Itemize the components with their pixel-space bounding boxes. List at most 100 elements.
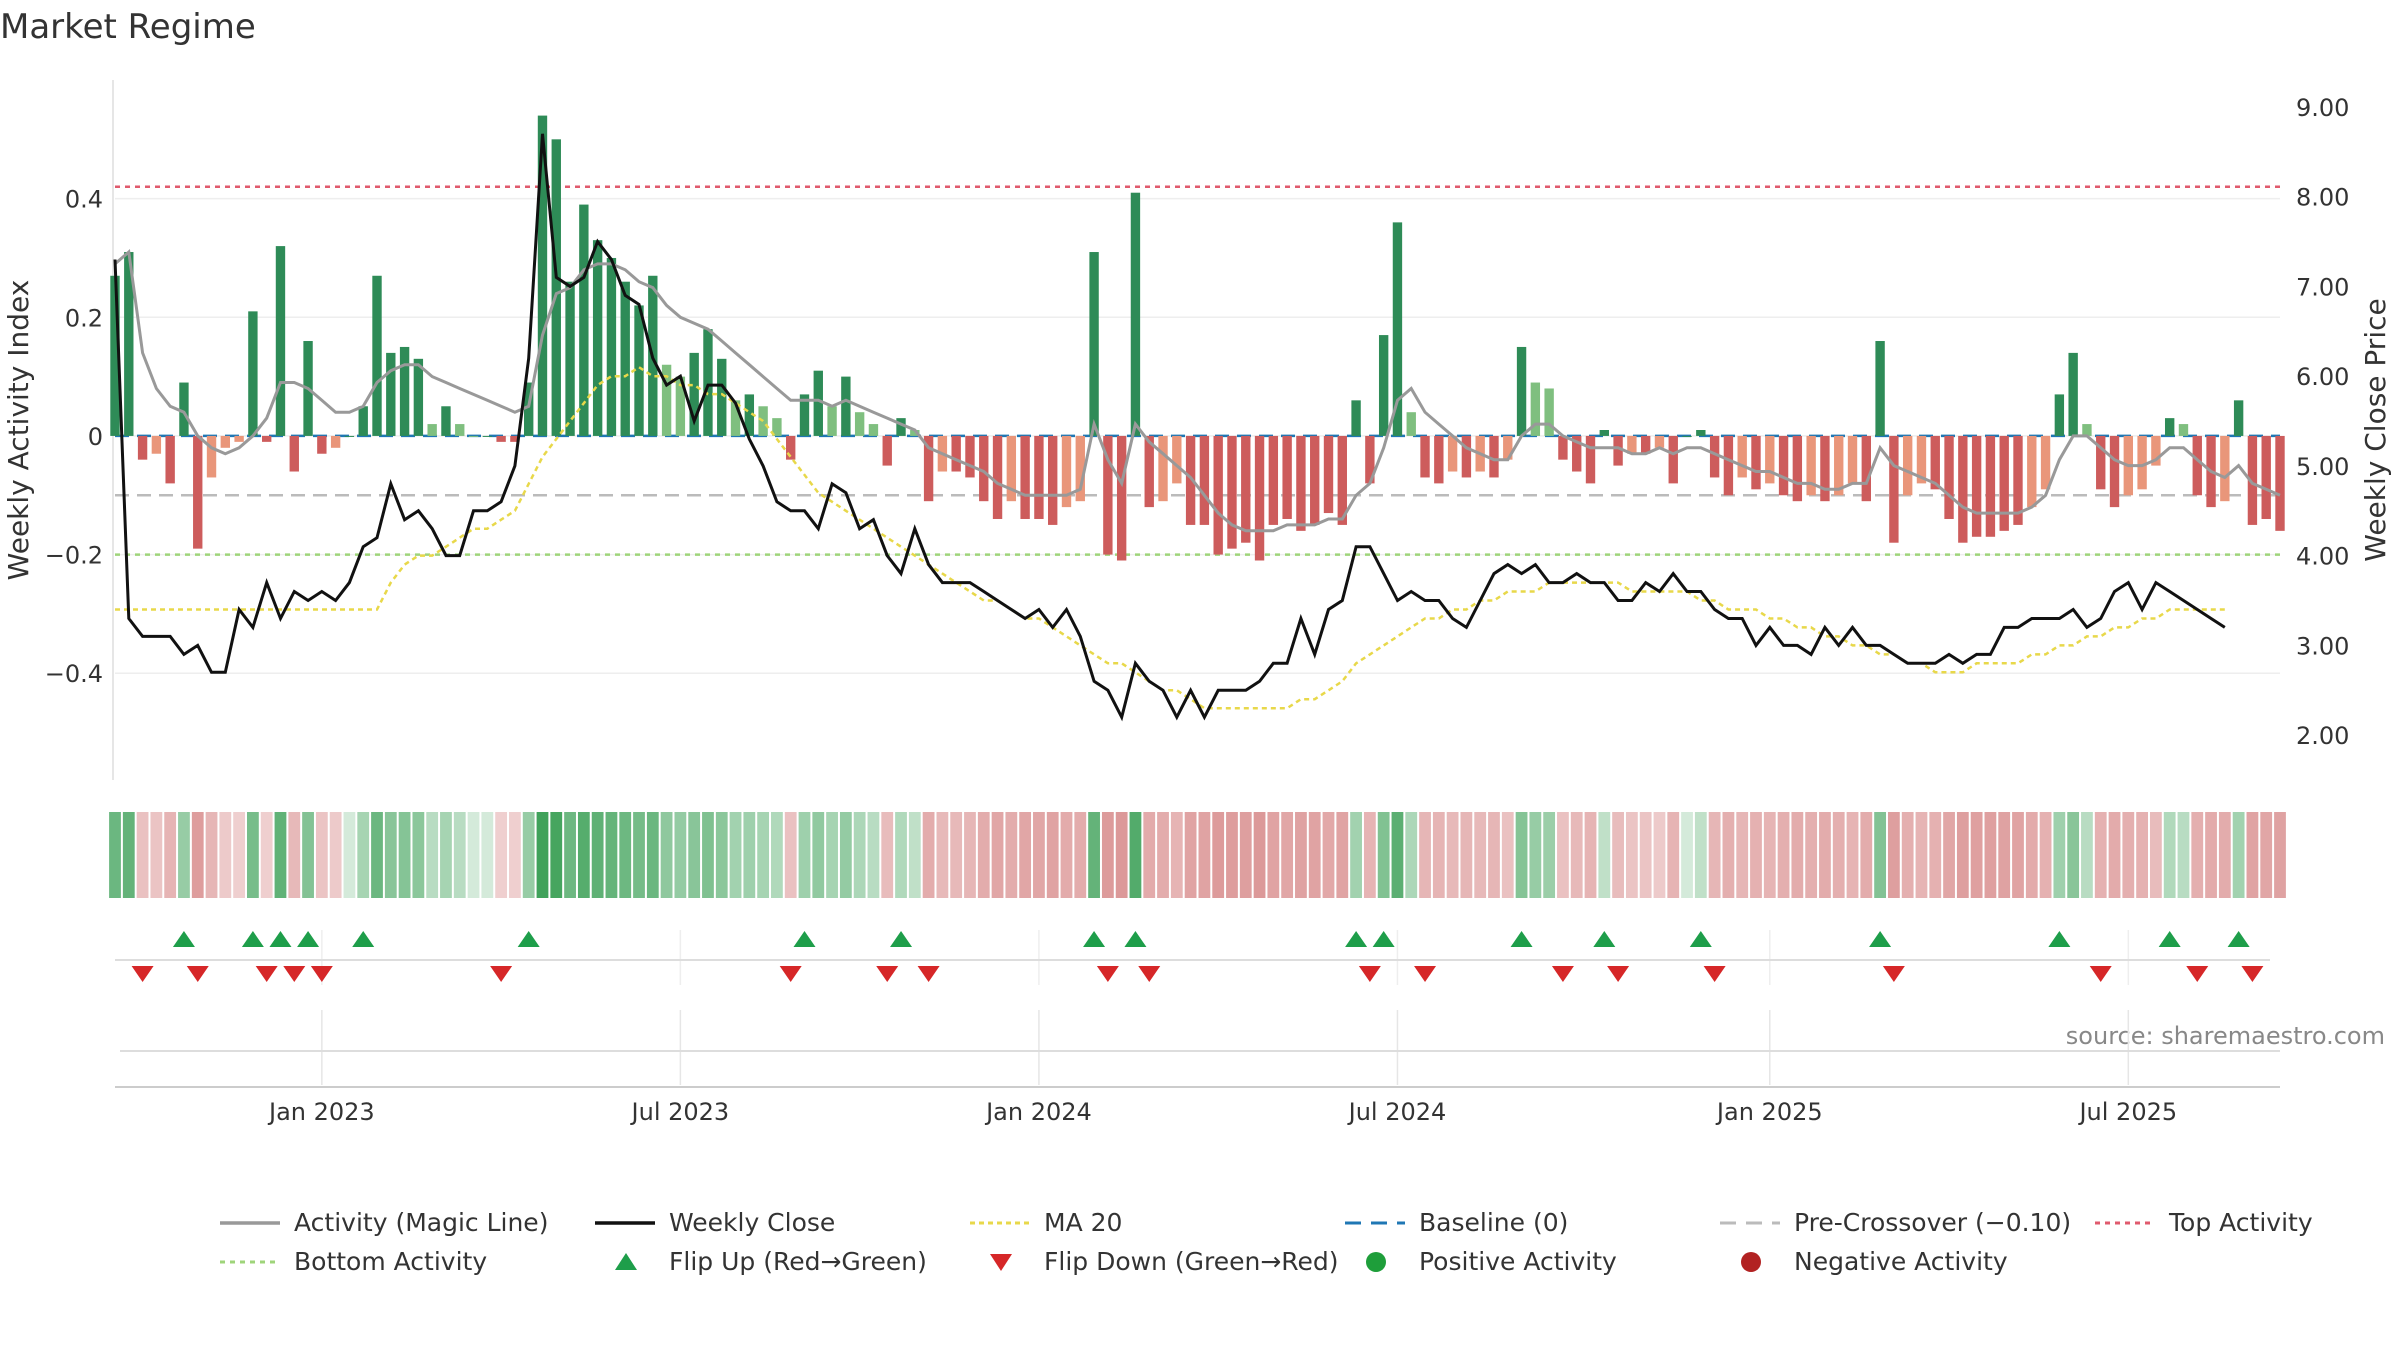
regime-cell bbox=[715, 812, 728, 898]
regime-cell bbox=[2108, 812, 2121, 898]
activity-bar bbox=[2096, 435, 2106, 490]
regime-cell bbox=[1819, 812, 1831, 898]
activity-bar bbox=[1337, 435, 1347, 525]
flip-up-marker bbox=[172, 931, 195, 947]
activity-bar bbox=[261, 435, 272, 442]
activity-bar bbox=[358, 406, 368, 436]
activity-bar bbox=[2220, 435, 2230, 502]
regime-cell bbox=[371, 812, 383, 898]
regime-cell bbox=[950, 812, 963, 898]
activity-bar bbox=[165, 435, 175, 484]
legend-label: MA 20 bbox=[1044, 1208, 1122, 1237]
regime-cell bbox=[1322, 812, 1335, 898]
activity-bar bbox=[565, 281, 575, 436]
activity-bar bbox=[1985, 435, 1996, 537]
activity-bar bbox=[2054, 394, 2065, 436]
regime-cell bbox=[481, 812, 494, 898]
activity-bar bbox=[1296, 435, 1306, 531]
regime-cell bbox=[895, 812, 907, 898]
regime-cell bbox=[1212, 812, 1225, 898]
activity-bars bbox=[110, 115, 2285, 561]
legend-swatch bbox=[990, 1254, 1012, 1271]
activity-bar bbox=[330, 435, 341, 448]
activity-bar bbox=[1820, 435, 1830, 502]
regime-cell bbox=[2246, 812, 2259, 898]
activity-bar bbox=[1268, 435, 1279, 525]
legend-label: Pre-Crossover (−0.10) bbox=[1794, 1208, 2071, 1237]
activity-bar bbox=[910, 430, 920, 436]
activity-bar bbox=[2040, 435, 2051, 490]
activity-bar bbox=[220, 435, 231, 448]
activity-bar bbox=[1447, 435, 1458, 472]
flip-up-marker bbox=[1593, 931, 1616, 947]
flip-down-marker bbox=[1703, 966, 1726, 982]
regime-cell bbox=[536, 812, 549, 898]
activity-bar bbox=[786, 435, 796, 460]
series-lines bbox=[113, 133, 2281, 722]
activity-bar bbox=[1144, 435, 1154, 508]
regime-cell bbox=[826, 812, 838, 898]
activity-bar bbox=[1006, 435, 1017, 502]
regime-cell bbox=[1281, 812, 1294, 898]
regime-cell bbox=[1253, 812, 1266, 898]
activity-bar bbox=[399, 346, 410, 436]
activity-bar bbox=[1709, 435, 1720, 478]
activity-bar bbox=[592, 240, 603, 436]
regime-cell bbox=[467, 812, 480, 898]
regime-cell bbox=[2274, 812, 2286, 898]
regime-cell bbox=[274, 812, 287, 898]
activity-bar bbox=[1585, 435, 1596, 484]
activity-bar bbox=[1406, 412, 1416, 436]
regime-cell bbox=[288, 812, 301, 898]
activity-bar bbox=[1958, 435, 1968, 543]
legend-label: Top Activity bbox=[2168, 1208, 2313, 1237]
activity-bar bbox=[1751, 435, 1761, 490]
regime-cell bbox=[2177, 812, 2190, 898]
activity-bar bbox=[1116, 435, 1127, 561]
regime-cell bbox=[1860, 812, 1873, 898]
activity-bar bbox=[1572, 435, 1582, 472]
flip-down-marker bbox=[1096, 966, 1119, 982]
regime-cell bbox=[660, 812, 673, 898]
regime-cell bbox=[908, 812, 921, 898]
regime-cell bbox=[150, 812, 163, 898]
activity-bar bbox=[275, 246, 286, 436]
regime-cell bbox=[426, 812, 439, 898]
activity-bar bbox=[1310, 435, 1320, 525]
flip-up-marker bbox=[517, 931, 540, 947]
activity-bar bbox=[1516, 346, 1527, 436]
flip-up-marker bbox=[352, 931, 375, 947]
regime-cell bbox=[1708, 812, 1721, 898]
regime-cell bbox=[881, 812, 894, 898]
regime-cell bbox=[1639, 812, 1652, 898]
activity-bar bbox=[317, 435, 327, 454]
flip-down-marker bbox=[1882, 966, 1905, 982]
activity-bar bbox=[1185, 435, 1196, 525]
activity-bar bbox=[455, 424, 465, 436]
flip-up-marker bbox=[1345, 931, 1368, 947]
flip-down-marker bbox=[1551, 966, 1574, 982]
activity-bar bbox=[372, 275, 382, 436]
activity-bar bbox=[1696, 430, 1706, 436]
legend-swatch bbox=[1741, 1252, 1761, 1272]
activity-bar bbox=[730, 400, 741, 436]
flip-down-marker bbox=[2186, 966, 2209, 982]
regime-cell bbox=[357, 812, 370, 898]
activity-bar bbox=[703, 329, 713, 436]
regime-cell bbox=[619, 812, 632, 898]
activity-bar bbox=[620, 281, 630, 436]
regime-cell bbox=[922, 812, 935, 898]
legend-label: Positive Activity bbox=[1419, 1247, 1617, 1276]
flip-down-marker bbox=[2241, 966, 2264, 982]
legend-item-magic: Activity (Magic Line) bbox=[220, 1208, 548, 1237]
activity-bar bbox=[1020, 435, 1030, 519]
regime-cell bbox=[1694, 812, 1707, 898]
regime-cell bbox=[991, 812, 1004, 898]
activity-bar bbox=[1061, 435, 1072, 508]
activity-bar bbox=[992, 435, 1003, 519]
regime-cell bbox=[1308, 812, 1321, 898]
legend-label: Negative Activity bbox=[1794, 1247, 2008, 1276]
regime-cell bbox=[2232, 812, 2245, 898]
activity-bar bbox=[193, 435, 203, 549]
